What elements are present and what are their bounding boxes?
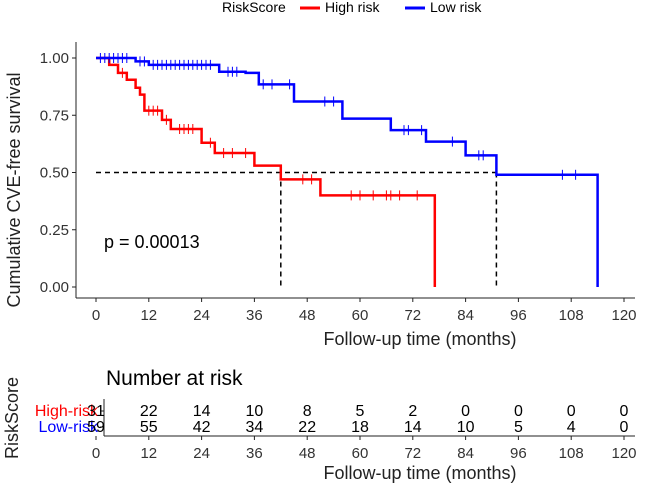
survival-curve-high-risk — [96, 56, 437, 287]
risk-count: 0 — [567, 403, 576, 420]
x-tick-label: 120 — [611, 307, 636, 324]
risk-count: 8 — [303, 403, 312, 420]
x-tick-label: 48 — [299, 307, 316, 324]
risk-x-ticks: 0 12 24 36 48 60 72 84 96 108 120 — [92, 436, 637, 462]
y-ticks: 0.00 0.25 0.50 0.75 1.00 — [40, 50, 76, 296]
risk-count: 5 — [514, 419, 523, 436]
x-tick-label: 12 — [140, 307, 157, 324]
x-tick-label: 72 — [404, 307, 421, 324]
risk-count: 10 — [457, 419, 475, 436]
x-tick-label: 24 — [193, 307, 210, 324]
risk-x-tick-label: 0 — [92, 445, 100, 462]
risk-count: 14 — [404, 419, 422, 436]
risk-count: 14 — [193, 403, 211, 420]
risk-counts: 31 22 14 10 8 5 2 0 0 0 059 55 42 34 22 18 14 10 5 4 0 — [87, 403, 628, 436]
risk-count: 22 — [298, 419, 316, 436]
x-tick-label: 84 — [457, 307, 474, 324]
risk-x-tick-label: 96 — [510, 445, 527, 462]
y-tick-label: 0.25 — [40, 222, 69, 239]
y-tick-label: 0.00 — [40, 279, 69, 296]
risk-x-tick-label: 24 — [193, 445, 210, 462]
legend-label-low-risk: Low risk — [430, 0, 482, 15]
x-tick-label: 108 — [559, 307, 584, 324]
risk-count: 10 — [246, 403, 264, 420]
x-tick-label: 0 — [92, 307, 100, 324]
risk-x-tick-label: 12 — [140, 445, 157, 462]
y-axis-title: Cumulative CVE-free survival — [4, 72, 24, 307]
risk-x-tick-label: 60 — [352, 445, 369, 462]
risk-row-label-high: High-risk — [35, 403, 99, 420]
risk-count: 0 — [620, 403, 629, 420]
risk-count: 18 — [351, 419, 369, 436]
x-tick-label: 96 — [510, 307, 527, 324]
legend-title: RiskScore — [222, 0, 286, 15]
risk-count: 0 — [514, 403, 523, 420]
risk-x-tick-label: 108 — [559, 445, 584, 462]
risk-count: 4 — [567, 419, 576, 436]
survival-curve-low-risk — [96, 56, 599, 287]
risk-table-x-title: Follow-up time (months) — [323, 463, 516, 483]
p-value-annotation: p = 0.00013 — [104, 232, 200, 252]
risk-table: Number at risk RiskScore High-risk Low-r… — [2, 367, 637, 483]
x-axis-title: Follow-up time (months) — [323, 329, 516, 349]
x-tick-label: 36 — [246, 307, 263, 324]
median-lines — [96, 171, 498, 287]
risk-x-tick-label: 72 — [404, 445, 421, 462]
risk-count: 5 — [356, 403, 365, 420]
risk-count: 31 — [87, 403, 105, 420]
survival-plot: Cumulative CVE-free survival 0.00 0.25 0.5… — [4, 42, 637, 349]
survival-curves — [96, 53, 599, 287]
risk-count: 59 — [87, 419, 105, 436]
risk-count: 22 — [140, 403, 158, 420]
risk-row-label-low: Low-risk — [38, 419, 99, 436]
y-tick-label: 1.00 — [40, 50, 69, 67]
y-tick-label: 0.50 — [40, 165, 69, 182]
risk-x-tick-label: 48 — [299, 445, 316, 462]
risk-count: 0 — [461, 403, 470, 420]
risk-table-y-title: RiskScore — [2, 377, 22, 459]
risk-count: 34 — [246, 419, 264, 436]
risk-count: 2 — [408, 403, 417, 420]
risk-count: 55 — [140, 419, 158, 436]
y-tick-label: 0.75 — [40, 107, 69, 124]
legend: RiskScore High risk Low risk — [222, 0, 482, 15]
risk-x-tick-label: 36 — [246, 445, 263, 462]
risk-x-tick-label: 84 — [457, 445, 474, 462]
x-ticks: 0 12 24 36 48 60 72 84 96 108 120 — [92, 298, 637, 324]
risk-table-title: Number at risk — [106, 367, 243, 390]
legend-label-high-risk: High risk — [325, 0, 380, 15]
x-tick-label: 60 — [352, 307, 369, 324]
risk-x-tick-label: 120 — [611, 445, 636, 462]
risk-count: 42 — [193, 419, 211, 436]
risk-count: 0 — [620, 419, 629, 436]
